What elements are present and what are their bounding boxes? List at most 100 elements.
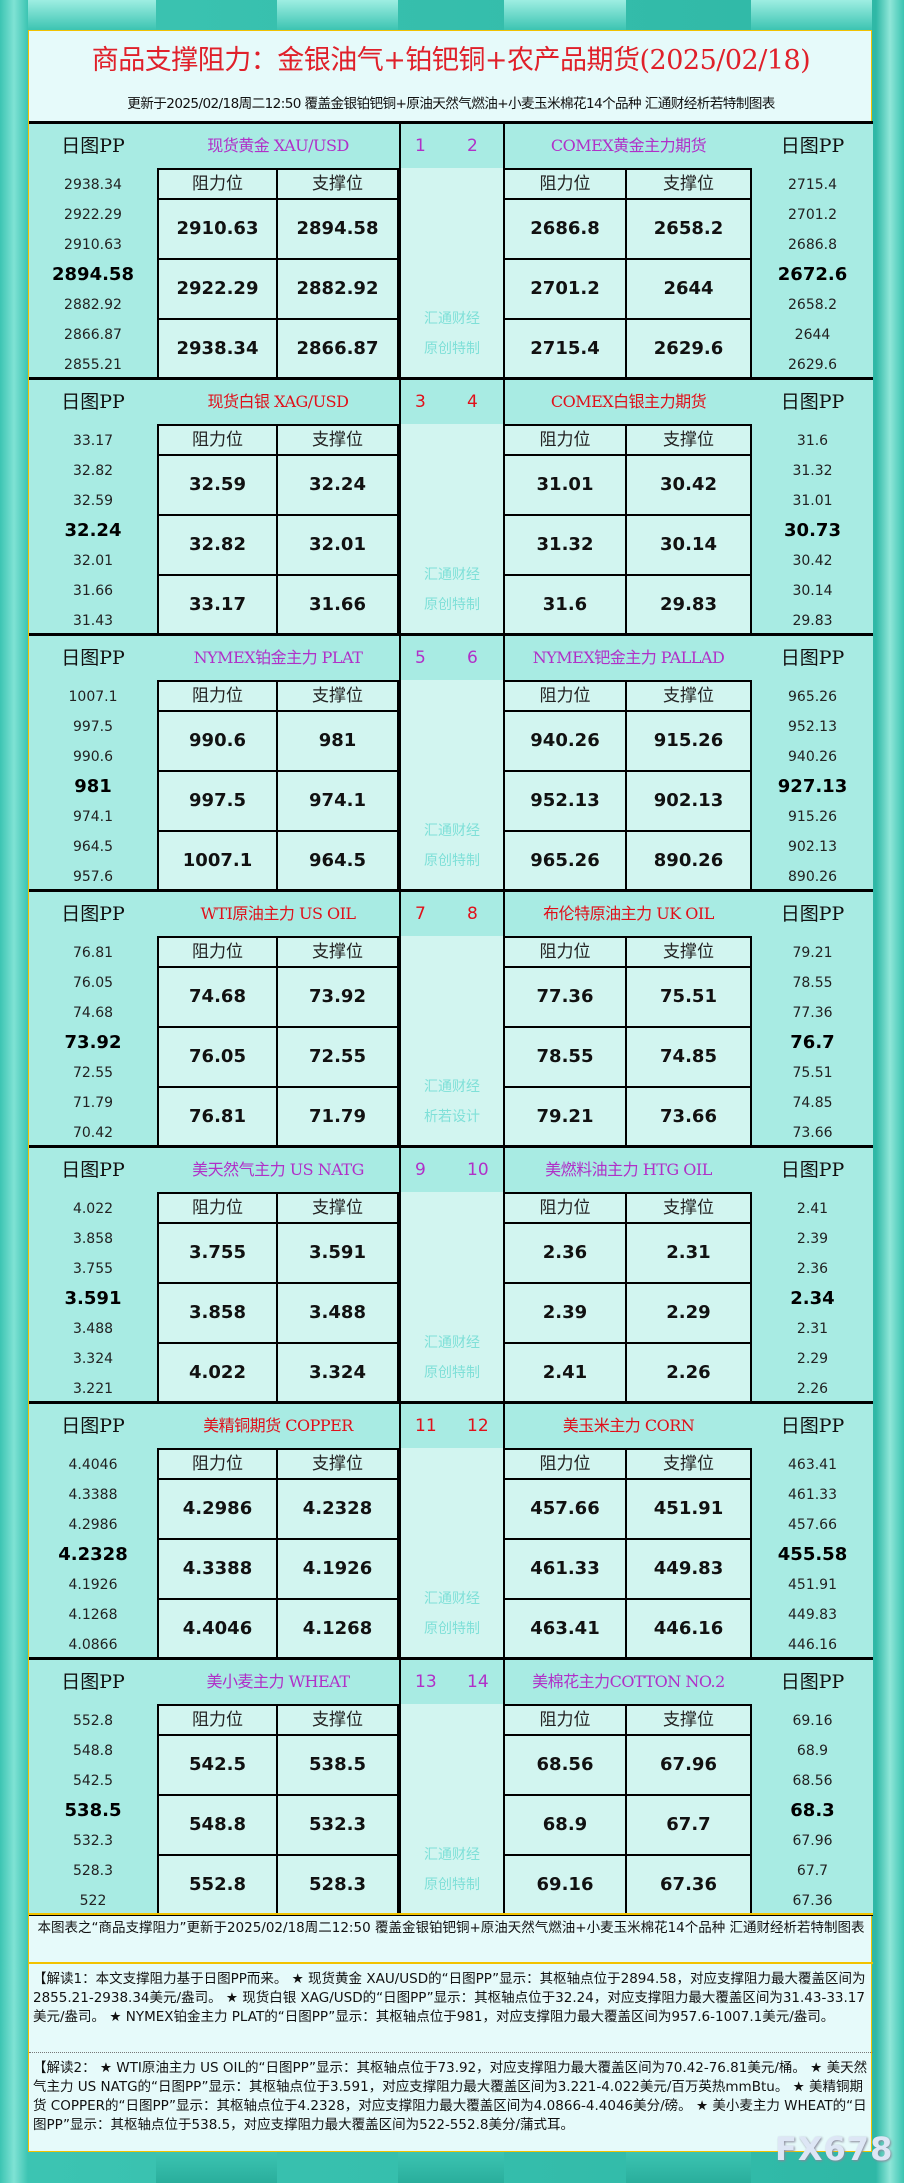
center-column: 1 2 汇通财经 原创特制 bbox=[399, 124, 505, 377]
pp-level-value: 4.3388 bbox=[68, 1487, 118, 1503]
resist-header: 阻力位 bbox=[157, 682, 278, 712]
pivot-point-value: 3.591 bbox=[64, 1288, 122, 1309]
pp-level-value: 2855.21 bbox=[64, 357, 122, 373]
pp-level-value: 32.59 bbox=[72, 493, 114, 509]
pp-level-value: 2715.4 bbox=[788, 177, 837, 193]
pp-level-value: 463.41 bbox=[788, 1457, 837, 1473]
pivot-point-value: 927.13 bbox=[777, 776, 848, 797]
resist-header: 阻力位 bbox=[157, 1706, 278, 1736]
resistance-value: 4.3388 bbox=[157, 1540, 278, 1600]
resist-header: 阻力位 bbox=[157, 938, 278, 968]
resistance-value: 3.755 bbox=[157, 1224, 278, 1284]
commodity-pair-block: 11 12 汇通财经 原创特制 日图PP 美精铜期货 COPPER 4.4046 4.3… bbox=[29, 1401, 873, 1660]
pp-level-value: 30.42 bbox=[792, 553, 833, 569]
pp-level-value: 532.3 bbox=[72, 1833, 114, 1849]
support-value: 2.31 bbox=[627, 1224, 752, 1284]
support-header: 支撑位 bbox=[627, 1194, 752, 1224]
pp-label: 日图PP bbox=[61, 647, 125, 669]
resist-header: 阻力位 bbox=[505, 1450, 627, 1480]
resistance-value: 463.41 bbox=[505, 1600, 627, 1660]
pp-level-value: 2686.8 bbox=[788, 237, 837, 253]
commodity-pair-block: 3 4 汇通财经 原创特制 日图PP 现货白银 XAG/USD 33.17 32.82 3… bbox=[29, 377, 873, 636]
pp-level-value: 974.1 bbox=[72, 809, 114, 825]
product-name: 布伦特原油主力 UK OIL bbox=[543, 904, 714, 923]
support-value: 902.13 bbox=[627, 772, 752, 832]
pp-level-value: 4.2986 bbox=[68, 1517, 118, 1533]
support-header: 支撑位 bbox=[278, 1706, 399, 1736]
pp-level-value: 2922.29 bbox=[64, 207, 122, 223]
support-value: 538.5 bbox=[278, 1736, 399, 1796]
product-name: NYMEX钯金主力 PALLAD bbox=[532, 648, 725, 667]
pp-level-value: 74.85 bbox=[792, 1095, 833, 1111]
support-value: 2.29 bbox=[627, 1284, 752, 1344]
pp-level-value: 446.16 bbox=[788, 1637, 837, 1653]
support-value: 2644 bbox=[627, 260, 752, 320]
pp-level-value: 31.32 bbox=[792, 463, 833, 479]
resistance-value: 78.55 bbox=[505, 1028, 627, 1088]
pp-level-value: 30.14 bbox=[792, 583, 833, 599]
watermark-text: 汇通财经 bbox=[424, 1079, 480, 1095]
support-value: 73.66 bbox=[627, 1088, 752, 1148]
product-number-right: 4 bbox=[467, 392, 478, 412]
pp-label: 日图PP bbox=[780, 1415, 845, 1437]
watermark-text: 汇通财经 bbox=[424, 1847, 480, 1863]
resistance-value: 32.59 bbox=[157, 456, 278, 516]
pp-label: 日图PP bbox=[780, 135, 845, 157]
watermark-text: 析若设计 bbox=[424, 1109, 480, 1125]
pp-label: 日图PP bbox=[780, 647, 845, 669]
pp-label: 日图PP bbox=[61, 1159, 125, 1181]
center-column: 11 12 汇通财经 原创特制 bbox=[399, 1404, 505, 1657]
pp-level-value: 2882.92 bbox=[64, 297, 122, 313]
pp-level-value: 4.1268 bbox=[68, 1607, 118, 1623]
center-column: 13 14 汇通财经 原创特制 bbox=[399, 1660, 505, 1913]
support-header: 支撑位 bbox=[627, 426, 752, 456]
resistance-value: 552.8 bbox=[157, 1856, 278, 1916]
pp-level-value: 2.36 bbox=[796, 1261, 829, 1277]
resistance-value: 3.858 bbox=[157, 1284, 278, 1344]
pp-level-value: 3.221 bbox=[72, 1381, 114, 1397]
center-column: 9 10 汇通财经 原创特制 bbox=[399, 1148, 505, 1401]
watermark-text: 原创特制 bbox=[424, 1621, 480, 1637]
resistance-value: 2686.8 bbox=[505, 200, 627, 260]
chart-panel: 商品支撑阻力：金银油气+铂钯铜+农产品期货(2025/02/18) 更新于202… bbox=[28, 30, 873, 2152]
pp-level-value: 77.36 bbox=[792, 1005, 833, 1021]
watermark-text: 原创特制 bbox=[424, 1877, 480, 1893]
pp-level-value: 67.36 bbox=[792, 1893, 833, 1909]
center-column: 3 4 汇通财经 原创特制 bbox=[399, 380, 505, 633]
pp-level-value: 915.26 bbox=[788, 809, 837, 825]
support-value: 71.79 bbox=[278, 1088, 399, 1148]
resistance-value: 2.36 bbox=[505, 1224, 627, 1284]
pp-level-value: 952.13 bbox=[788, 719, 837, 735]
pp-level-value: 31.6 bbox=[796, 433, 829, 449]
pivot-point-value: 30.73 bbox=[784, 520, 841, 541]
product-name: 美玉米主力 CORN bbox=[562, 1416, 695, 1435]
support-value: 532.3 bbox=[278, 1796, 399, 1856]
resistance-value: 4.022 bbox=[157, 1344, 278, 1404]
watermark-text: 汇通财经 bbox=[424, 1591, 480, 1607]
pp-level-value: 457.66 bbox=[788, 1517, 837, 1533]
pivot-point-value: 2.34 bbox=[790, 1288, 835, 1309]
resistance-value: 965.26 bbox=[505, 832, 627, 892]
pp-level-value: 3.324 bbox=[72, 1351, 114, 1367]
pp-level-value: 69.16 bbox=[792, 1713, 833, 1729]
pp-level-value: 528.3 bbox=[72, 1863, 114, 1879]
pp-level-value: 2938.34 bbox=[64, 177, 122, 193]
resistance-value: 2715.4 bbox=[505, 320, 627, 380]
footer-note: 本图表之“商品支撑阻力”更新于2025/02/18周二12:50 覆盖金银铂钯铜… bbox=[29, 1913, 873, 1964]
pp-level-value: 31.66 bbox=[72, 583, 114, 599]
pp-level-value: 2910.63 bbox=[64, 237, 122, 253]
page-title: 商品支撑阻力：金银油气+铂钯铜+农产品期货(2025/02/18) bbox=[91, 45, 811, 76]
pp-level-value: 4.4046 bbox=[68, 1457, 118, 1473]
support-header: 支撑位 bbox=[627, 682, 752, 712]
explanation-2: 【解读2： ★ WTI原油主力 US OIL的“日图PP”显示：其枢轴点位于73… bbox=[33, 2060, 868, 2133]
pivot-point-value: 68.3 bbox=[790, 1800, 835, 1821]
resistance-value: 2938.34 bbox=[157, 320, 278, 380]
pp-level-value: 548.8 bbox=[72, 1743, 114, 1759]
product-name: COMEX白银主力期货 bbox=[550, 392, 707, 411]
resistance-value: 32.82 bbox=[157, 516, 278, 576]
product-number-left: 13 bbox=[415, 1672, 437, 1692]
support-value: 2882.92 bbox=[278, 260, 399, 320]
pp-level-value: 552.8 bbox=[72, 1713, 114, 1729]
pp-level-value: 2866.87 bbox=[64, 327, 122, 343]
product-name: 现货黄金 XAU/USD bbox=[207, 136, 349, 155]
